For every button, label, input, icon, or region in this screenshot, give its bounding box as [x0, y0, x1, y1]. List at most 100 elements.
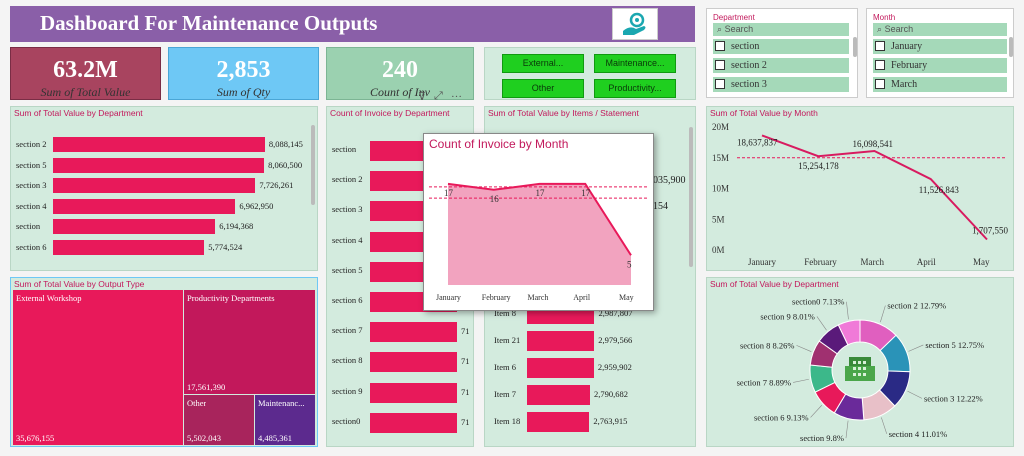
data-label: 2,790,682 [594, 389, 628, 399]
checkbox[interactable] [715, 59, 725, 70]
dept-value-chart: Sum of Total Value by Department section… [10, 106, 318, 271]
search-placeholder: Search [724, 24, 754, 34]
bar[interactable] [53, 240, 205, 255]
category-label: section 4 [332, 234, 363, 245]
data-label: 5,774,524 [208, 242, 243, 252]
category-label: section 2 [332, 174, 363, 185]
checkbox[interactable] [875, 78, 885, 89]
leader-line [907, 390, 923, 399]
bar[interactable] [370, 322, 457, 343]
slicer-option[interactable]: February [873, 58, 1007, 73]
category-label: section 6 [332, 295, 363, 305]
area-fill[interactable] [448, 183, 631, 285]
chart-title: Sum of Total Value by Items / Statement [488, 108, 639, 118]
kpi-label: Sum of Qty [216, 85, 271, 99]
bar[interactable] [53, 178, 256, 194]
chart-title: Sum of Total Value by Month [710, 108, 818, 118]
kpi-label: Count of Inv [370, 85, 430, 99]
treemap-cell[interactable]: External Workshop 35,676,155 [13, 290, 183, 445]
data-label: 71 [461, 386, 470, 397]
slicer-option-label: section [731, 41, 760, 52]
y-tick-label: 10M [712, 184, 729, 194]
bar[interactable] [527, 331, 595, 351]
search-icon: ⌕ [877, 24, 883, 34]
slicer-option[interactable]: section [713, 39, 849, 54]
bar[interactable] [53, 157, 265, 173]
department-slicer: Department ⌕ Search section section 2 se… [706, 8, 858, 98]
chart-title: Sum of Total Value by Output Type [14, 279, 145, 289]
checkbox[interactable] [875, 59, 885, 70]
slicer-option-label: February [891, 60, 928, 71]
month-slicer: Month ⌕ Search January February March [866, 8, 1014, 98]
hand-gear-icon[interactable] [612, 8, 658, 40]
bar[interactable] [527, 412, 590, 432]
bar[interactable] [527, 385, 590, 405]
bar[interactable] [53, 219, 216, 235]
kpi-value: 240 [382, 57, 418, 83]
building-icon [845, 357, 875, 381]
header-bar [10, 6, 695, 42]
category-label: section 2 [16, 139, 47, 149]
other-button[interactable]: Other [502, 79, 584, 98]
data-label: 11,526,843 [919, 185, 960, 195]
data-label: 6,962,950 [239, 200, 274, 211]
focus-mode-icon[interactable]: ⤢ [434, 90, 443, 102]
search-placeholder: Search [884, 24, 914, 34]
scrollbar[interactable] [689, 127, 693, 267]
leader-line [816, 316, 827, 331]
y-tick-label: 0M [712, 245, 725, 255]
bar[interactable] [370, 352, 457, 373]
filter-icon[interactable]: ⊽ [418, 91, 427, 103]
checkbox[interactable] [715, 78, 725, 89]
category-label: Item 18 [494, 416, 521, 426]
chart-title: Sum of Total Value by Department [710, 279, 839, 289]
treemap-value: 17,561,390 [187, 382, 226, 392]
bar[interactable] [53, 198, 236, 214]
slicer-option[interactable]: January [873, 39, 1007, 54]
data-label: 7,726,261 [259, 180, 294, 191]
bar[interactable] [370, 382, 457, 403]
bar[interactable] [53, 137, 265, 152]
maintenance-button[interactable]: Maintenance... [594, 54, 676, 73]
category-label: Item 21 [494, 335, 521, 345]
series-line[interactable] [761, 134, 988, 241]
slicer-option[interactable]: section 2 [713, 58, 849, 73]
treemap-cell[interactable]: Productivity Departments 17,561,390 [184, 290, 315, 394]
slice-label: section 9 8.01% [760, 311, 815, 321]
leader-line [810, 405, 822, 418]
donut-slice[interactable] [837, 319, 861, 346]
productivity-button[interactable]: Productivity... [594, 79, 676, 98]
popup-title: Count of Invoice by Month [429, 137, 569, 151]
month-search-input[interactable]: ⌕ Search [873, 23, 1007, 36]
treemap-category: Productivity Departments [187, 293, 275, 303]
bar[interactable] [370, 412, 457, 433]
treemap-value: 4,485,361 [258, 433, 292, 443]
treemap-value: 5,502,043 [187, 433, 221, 443]
slice-label: section 3 12.22% [924, 393, 983, 403]
slicer-option[interactable]: section 3 [713, 77, 849, 92]
data-label: 2,987,807 [598, 308, 633, 318]
slice-label: section 8 8.26% [740, 340, 795, 350]
x-tick-label: January [748, 257, 776, 267]
external-button[interactable]: External... [502, 54, 584, 73]
scrollbar[interactable] [1009, 37, 1013, 57]
slicer-option[interactable]: March [873, 77, 1007, 92]
data-label: 71 [461, 356, 470, 367]
category-label: section 7 [332, 325, 363, 336]
treemap-value: 35,676,155 [16, 433, 55, 443]
kpi-invoice: 240 Count of Inv [326, 47, 474, 100]
x-tick-label: May [619, 293, 634, 302]
checkbox[interactable] [715, 40, 725, 51]
chart-title: Count of Invoice by Department [330, 108, 450, 118]
checkbox[interactable] [875, 40, 885, 51]
bar[interactable] [527, 358, 594, 378]
more-options-icon[interactable]: … [451, 88, 462, 100]
scrollbar[interactable] [311, 125, 315, 205]
data-label: 18,637,837 [737, 137, 778, 147]
kpi-total-value: 63.2M Sum of Total Value [10, 47, 161, 100]
scrollbar[interactable] [853, 37, 857, 57]
department-search-input[interactable]: ⌕ Search [713, 23, 849, 36]
leader-line [845, 420, 849, 439]
treemap-cell[interactable]: Other 5,502,043 [184, 395, 254, 445]
treemap-cell[interactable]: Maintenanc... 4,485,361 [255, 395, 315, 445]
